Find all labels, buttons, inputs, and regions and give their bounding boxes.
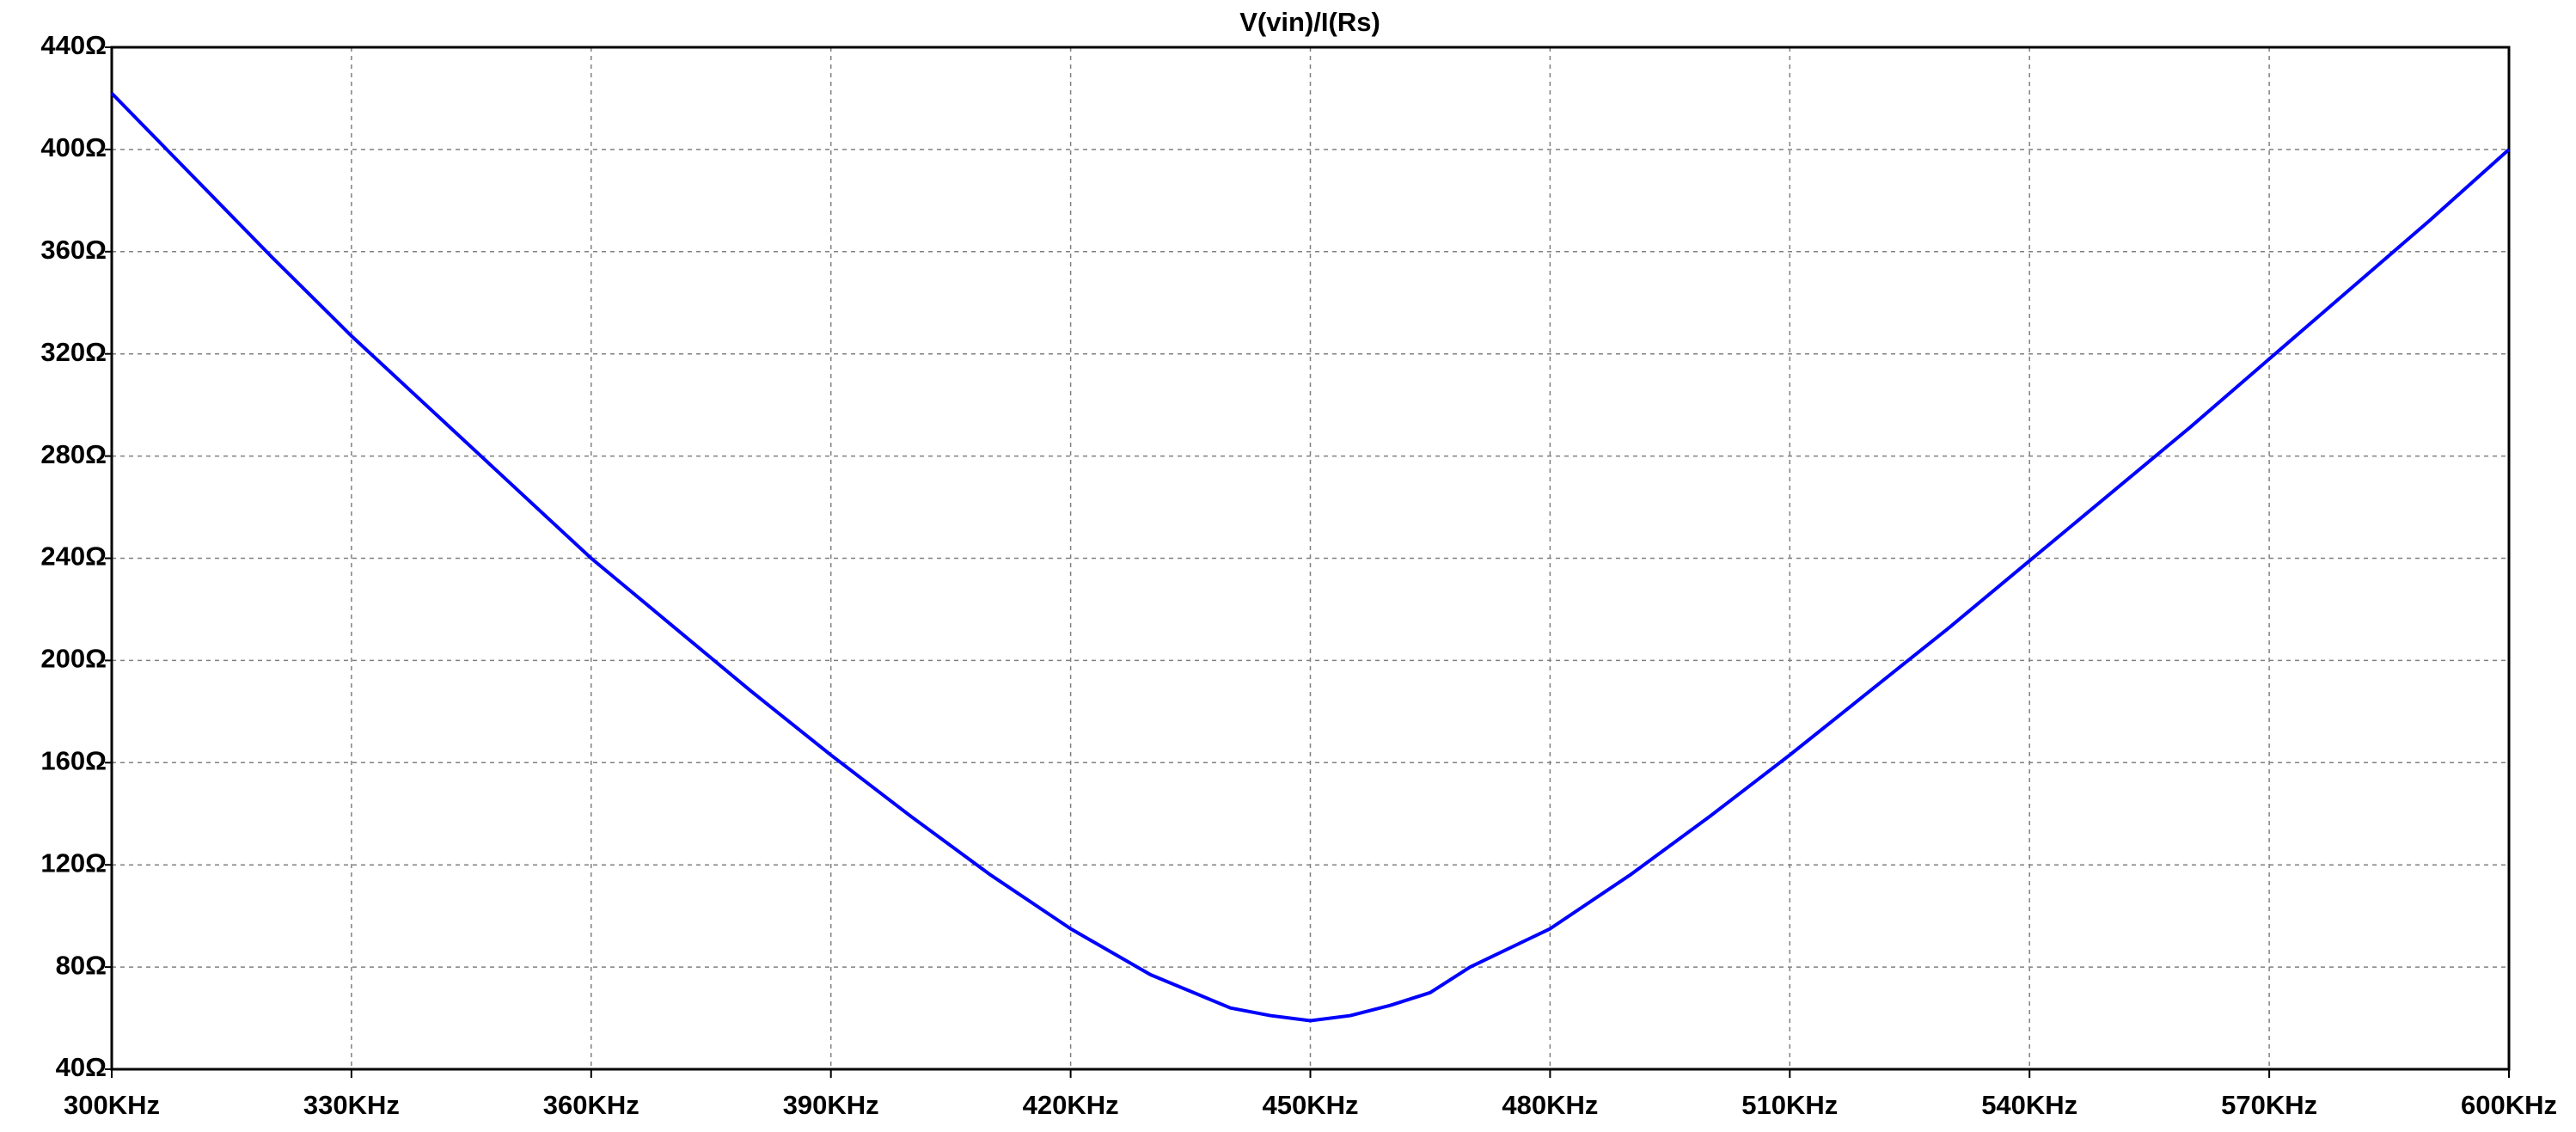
y-tick-label: 160Ω bbox=[40, 745, 107, 775]
y-tick-label: 240Ω bbox=[40, 542, 107, 572]
y-tick-label: 80Ω bbox=[56, 950, 107, 980]
y-tick-label: 440Ω bbox=[40, 30, 107, 60]
y-tick-label: 320Ω bbox=[40, 337, 107, 367]
y-tick-label: 40Ω bbox=[56, 1052, 107, 1082]
x-tick-label: 600KHz bbox=[2461, 1090, 2557, 1120]
x-tick-label: 570KHz bbox=[2221, 1090, 2317, 1120]
x-tick-label: 480KHz bbox=[1502, 1090, 1598, 1120]
y-tick-label: 280Ω bbox=[40, 439, 107, 469]
x-tick-label: 450KHz bbox=[1263, 1090, 1359, 1120]
series-line bbox=[110, 92, 2511, 1023]
plot-frame bbox=[110, 46, 2511, 1071]
x-tick-label: 330KHz bbox=[303, 1090, 400, 1120]
x-tick-label: 420KHz bbox=[1023, 1090, 1119, 1120]
y-tick-label: 120Ω bbox=[40, 847, 107, 878]
chart-title: V(vin)/I(Rs) bbox=[1239, 7, 1380, 37]
x-tick-label: 510KHz bbox=[1741, 1090, 1838, 1120]
x-tick-label: 300KHz bbox=[64, 1090, 160, 1120]
y-tick-label: 400Ω bbox=[40, 132, 107, 162]
x-tick-label: 360KHz bbox=[543, 1090, 639, 1120]
y-tick-label: 200Ω bbox=[40, 644, 107, 674]
x-tick-label: 540KHz bbox=[1981, 1090, 2077, 1120]
x-tick-label: 390KHz bbox=[783, 1090, 879, 1120]
y-tick-label: 360Ω bbox=[40, 235, 107, 265]
